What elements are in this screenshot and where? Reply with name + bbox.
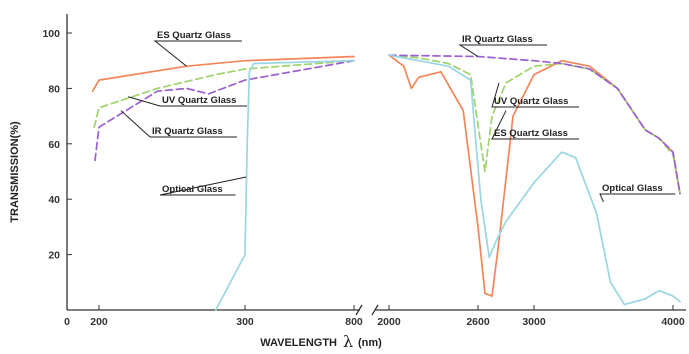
uv-quartz-glass-callout-line [491,82,579,108]
ir-quartz-glass-line-uv-range [94,59,355,162]
x-tick-label: 300 [236,316,254,328]
es-quartz-glass-callout-label: ES Quartz Glass [494,128,568,139]
axis-ticks: 20 40 60 80 100 0 200 300 800 2000 2600 3000 4000 [42,28,684,328]
x-tick-label: 800 [345,316,363,328]
x-tick-label: 0 [64,316,70,328]
ir-quartz-glass-callout-label: IR Quartz Glass [152,126,223,137]
chart-axes [66,14,686,316]
series-lines [91,54,681,311]
ir-quartz-glass-callout-line [120,110,237,138]
x-axis-unit: (nm) [358,337,382,349]
uv-quartz-glass-line-uv-range [93,59,355,129]
x-tick-label: 2600 [466,316,490,328]
y-tick-label: 40 [48,194,60,206]
axis-break-mark-left [355,304,363,316]
x-tick-label: 3000 [522,316,546,328]
y-tick-label: 60 [48,139,60,151]
series-annotations: ES Quartz Glass UV Quartz Glass IR Quartz … [120,30,676,203]
uv-quartz-glass-callout-label: UV Quartz Glass [162,95,236,106]
x-axis-lambda-symbol: λ [343,332,353,351]
x-axis-title: WAVELENGTH [260,337,337,349]
optical-glass-callout-label: Optical Glass [602,183,663,194]
es-quartz-glass-callout-line [491,110,579,140]
es-quartz-glass-callout-line [153,40,242,67]
ir-quartz-glass-callout-line [458,44,547,57]
optical-glass-line-ir-range [388,54,681,306]
y-tick-label: 20 [48,250,60,262]
es-quartz-glass-callout-label: ES Quartz Glass [157,30,231,41]
uv-quartz-glass-line-ir-range [388,54,681,195]
optical-glass-line-uv-range [214,59,355,311]
optical-glass-callout-line [159,176,247,196]
axis-break-mark-right [371,304,379,316]
x-tick-label: 200 [90,316,108,328]
y-tick-label: 80 [48,83,60,95]
optical-glass-callout-line [599,193,676,203]
x-tick-label: 4000 [661,316,685,328]
ir-quartz-glass-callout-label: IR Quartz Glass [462,34,533,45]
ir-quartz-glass-line-ir-range [388,54,681,195]
optical-glass-callout-label: Optical Glass [162,184,223,195]
es-quartz-glass-line-ir-range [388,54,681,297]
y-axis-title: TRANSMISSION(%) [9,121,21,223]
x-tick-label: 2000 [377,316,401,328]
uv-quartz-glass-callout-label: UV Quartz Glass [494,96,568,107]
axis-titles: TRANSMISSION(%) WAVELENGTH λ (nm) [9,121,382,351]
y-tick-label: 100 [42,28,60,40]
uv-quartz-glass-callout-line [128,96,247,107]
